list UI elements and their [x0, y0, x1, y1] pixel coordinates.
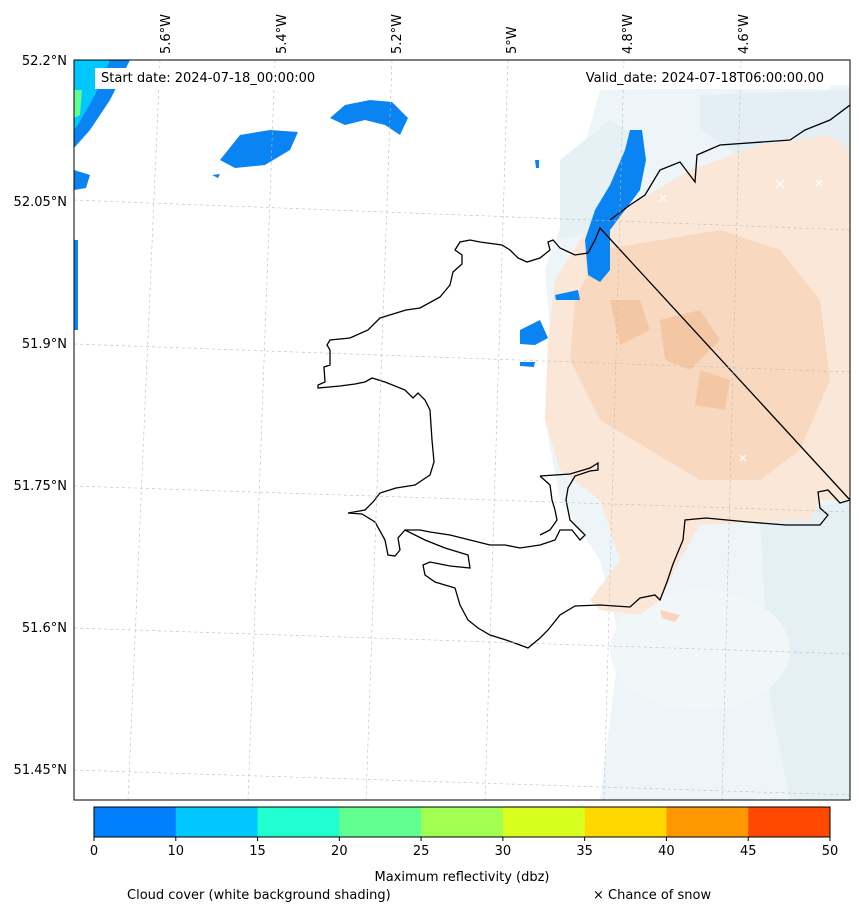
- lon-label: 5.2°W: [390, 14, 405, 54]
- lat-label: 51.9°N: [22, 337, 67, 352]
- snow-chance-note: × Chance of snow: [593, 888, 712, 903]
- lat-label: 52.2°N: [22, 54, 67, 69]
- map-frame: [73, 59, 851, 801]
- longitude-labels: 5.6°W 5.4°W 5.2°W 5°W 4.8°W 4.6°W: [159, 14, 752, 54]
- lon-label: 5°W: [505, 26, 520, 54]
- colorbar-segment: [584, 807, 667, 837]
- colorbar-tick-label: 25: [412, 844, 430, 859]
- colorbar-tick-label: 30: [494, 844, 512, 859]
- reflectivity-blue-patches: [74, 100, 646, 367]
- coastline: [317, 104, 850, 649]
- coastline-inner: [539, 475, 558, 536]
- valid-date-label: Valid_date: 2024-07-18T06:00:00.00: [579, 68, 830, 89]
- snow-marks: [659, 179, 823, 462]
- colorbar-tick-label: 45: [739, 844, 757, 859]
- colorbar-segment: [94, 807, 177, 837]
- cloud-cover-note: Cloud cover (white background shading): [127, 888, 391, 903]
- lon-label: 5.4°W: [275, 14, 290, 54]
- colorbar-segment: [339, 807, 422, 837]
- lat-label: 51.75°N: [14, 479, 67, 494]
- colorbar-frame: [93, 806, 831, 838]
- lat-label: 51.6°N: [22, 621, 67, 636]
- colorbar-segment: [257, 807, 340, 837]
- latitude-labels: 52.2°N 52.05°N 51.9°N 51.75°N 51.6°N 51.…: [14, 54, 67, 778]
- reflectivity-low-layer: [545, 135, 850, 622]
- colorbar-segment: [502, 807, 586, 837]
- colorbar-segment: [748, 807, 831, 837]
- lon-label: 5.6°W: [159, 14, 174, 54]
- colorbar-segment: [421, 807, 504, 837]
- colorbar-segment: [666, 807, 749, 837]
- colorbar-tick-label: 20: [331, 844, 348, 859]
- colorbar-segment: [175, 807, 259, 837]
- colorbar-tick-label: 0: [89, 844, 99, 859]
- colorbar-tick-label: 50: [821, 844, 839, 859]
- colorbar: [93, 807, 831, 841]
- start-date-label: Start date: 2024-07-18_00:00:00: [95, 68, 322, 89]
- lon-label: 4.6°W: [737, 14, 752, 54]
- lon-label: 4.8°W: [621, 14, 636, 54]
- lat-label: 51.45°N: [14, 763, 67, 778]
- colorbar-title: Maximum reflectivity (dbz): [374, 870, 550, 885]
- colorbar-tick-label: 40: [658, 844, 675, 859]
- lat-label: 52.05°N: [14, 195, 67, 210]
- colorbar-tick-label: 15: [249, 844, 266, 859]
- colorbar-ticks: 0 10 15 20 25 30 35 40 45 50: [90, 844, 838, 864]
- colorbar-tick-label: 10: [167, 844, 185, 859]
- colorbar-tick-label: 35: [576, 844, 593, 859]
